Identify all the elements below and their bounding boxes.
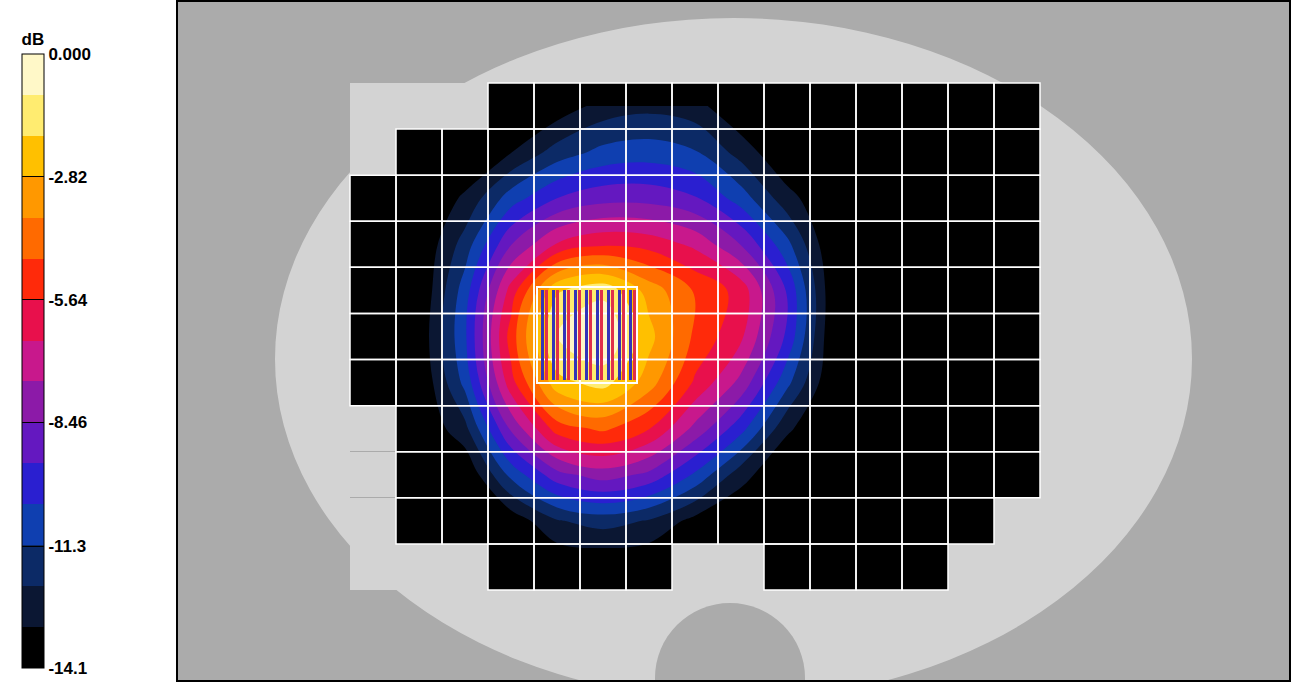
svg-text:-14.1: -14.1 [48, 659, 87, 678]
svg-text:-11.3: -11.3 [48, 537, 86, 556]
svg-text:dB: dB [22, 30, 45, 49]
svg-text:-8.46: -8.46 [48, 413, 87, 432]
svg-text:-2.82: -2.82 [48, 168, 87, 187]
svg-text:0.000: 0.000 [48, 45, 91, 64]
svg-text:-5.64: -5.64 [48, 291, 87, 310]
